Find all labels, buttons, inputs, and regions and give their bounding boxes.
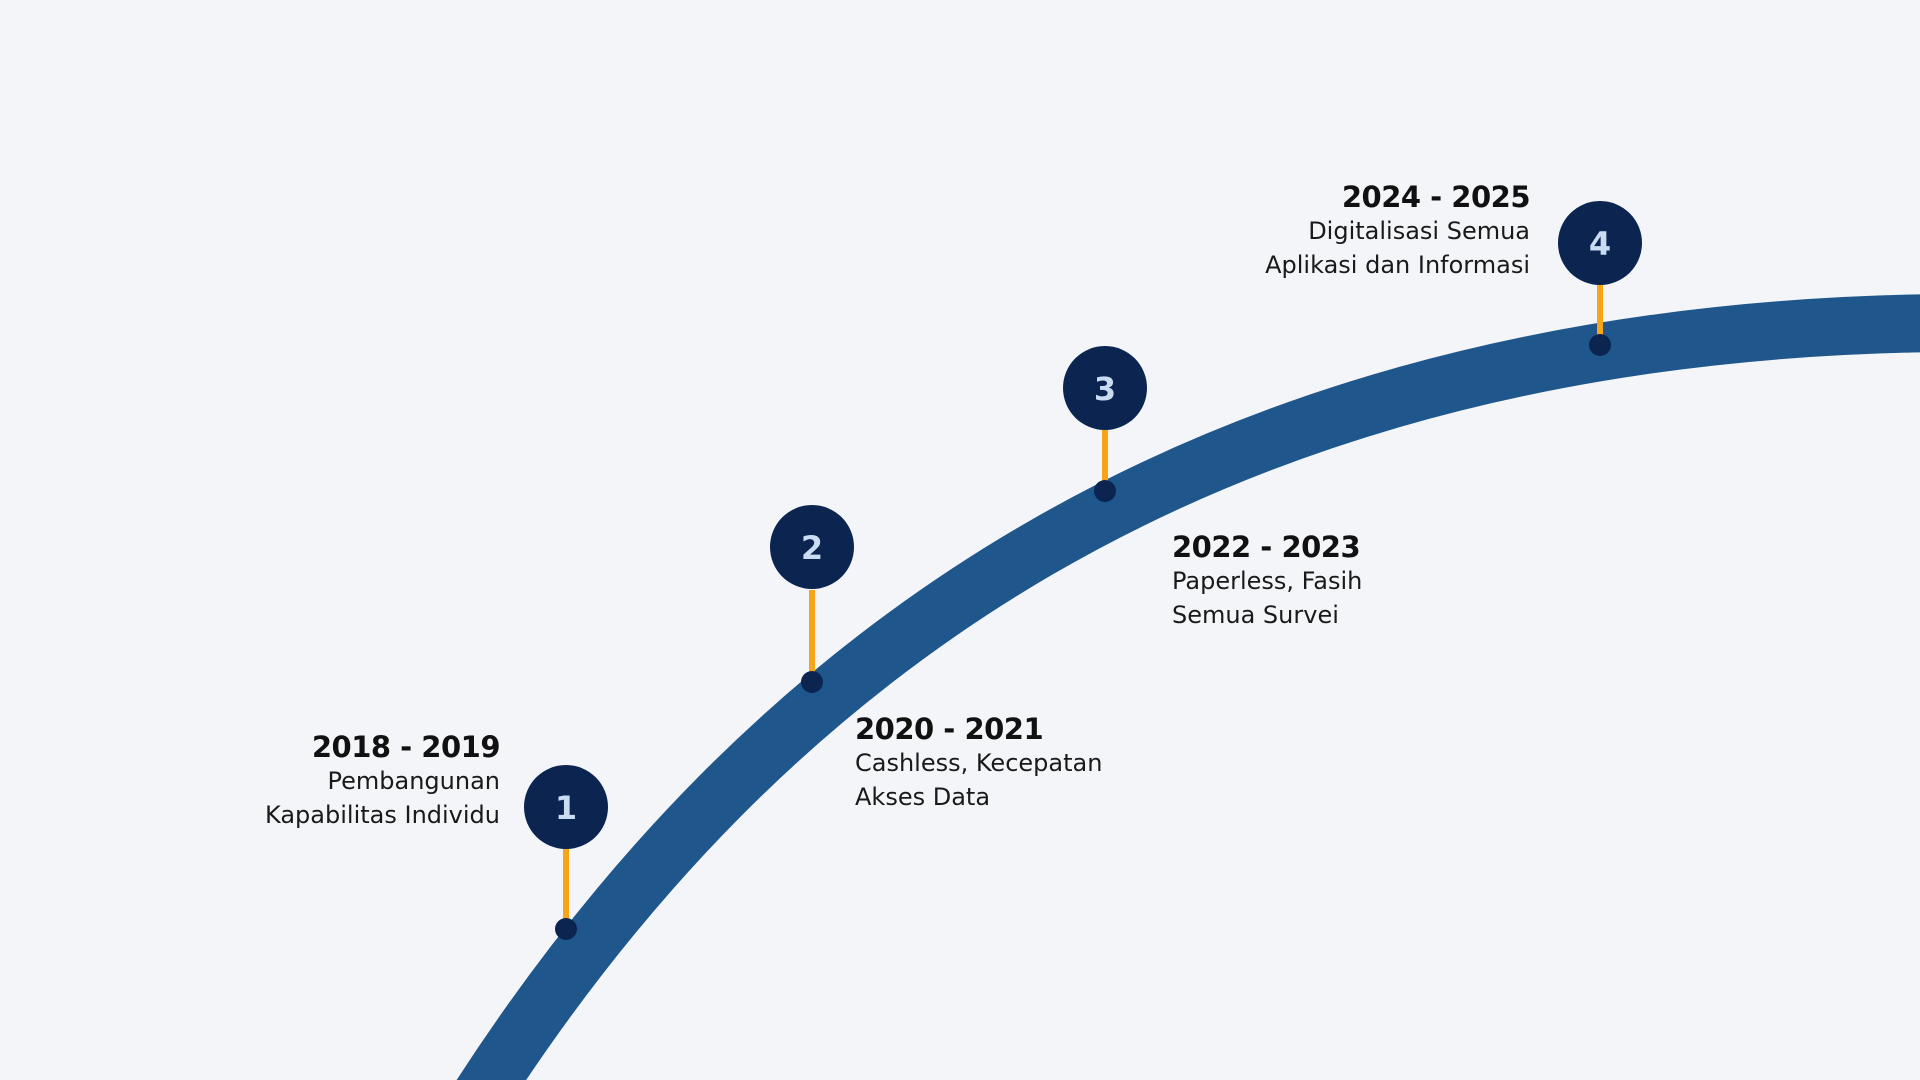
milestone-years-2: 2020 - 2021 [855,712,1044,746]
pin-dot-2 [801,671,823,693]
pin-dot-3 [1094,480,1116,502]
milestone-years-1: 2018 - 2019 [311,730,501,764]
milestone-label-2: 2020 - 2021 Cashless, Kecepatan Akses Da… [855,712,1185,814]
milestone-years-4: 2024 - 2025 [1341,180,1531,214]
milestone-desc-4-line1: Digitalisasi Semua [1308,217,1530,245]
milestone-label-4: 2024 - 2025 Digitalisasi Semua Aplikasi … [1150,180,1530,282]
milestone-desc-3-line1: Paperless, Fasih [1172,567,1363,595]
milestone-years-3: 2022 - 2023 [1172,530,1361,564]
milestone-desc-1-line1: Pembangunan [327,767,501,795]
milestone-label-3: 2022 - 2023 Paperless, Fasih Semua Surve… [1172,530,1502,632]
milestone-pin-3: 3 [1063,346,1147,502]
pin-dot-4 [1589,334,1611,356]
milestone-pin-2: 2 [770,505,854,693]
milestone-desc-4-line2: Aplikasi dan Informasi [1265,251,1530,279]
milestone-desc-2-line2: Akses Data [855,783,991,811]
milestone-badge-3 [1063,346,1147,430]
milestone-pin-4: 4 [1558,201,1642,356]
milestone-desc-2-line1: Cashless, Kecepatan [855,749,1103,777]
milestone-badge-4 [1558,201,1642,285]
milestone-number-2: 2 [801,529,823,567]
timeline-road [456,294,1920,1080]
milestone-desc-3-line2: Semua Survei [1172,601,1339,629]
milestone-pin-1: 1 [524,765,608,940]
milestone-number-4: 4 [1589,225,1611,263]
pin-dot-1 [555,918,577,940]
milestone-number-3: 3 [1094,370,1116,408]
milestone-desc-1-line2: Kapabilitas Individu [265,801,500,829]
milestone-badge-2 [770,505,854,589]
milestone-number-1: 1 [555,789,577,827]
milestone-badge-1 [524,765,608,849]
milestone-label-1: 2018 - 2019 Pembangunan Kapabilitas Indi… [170,730,500,832]
